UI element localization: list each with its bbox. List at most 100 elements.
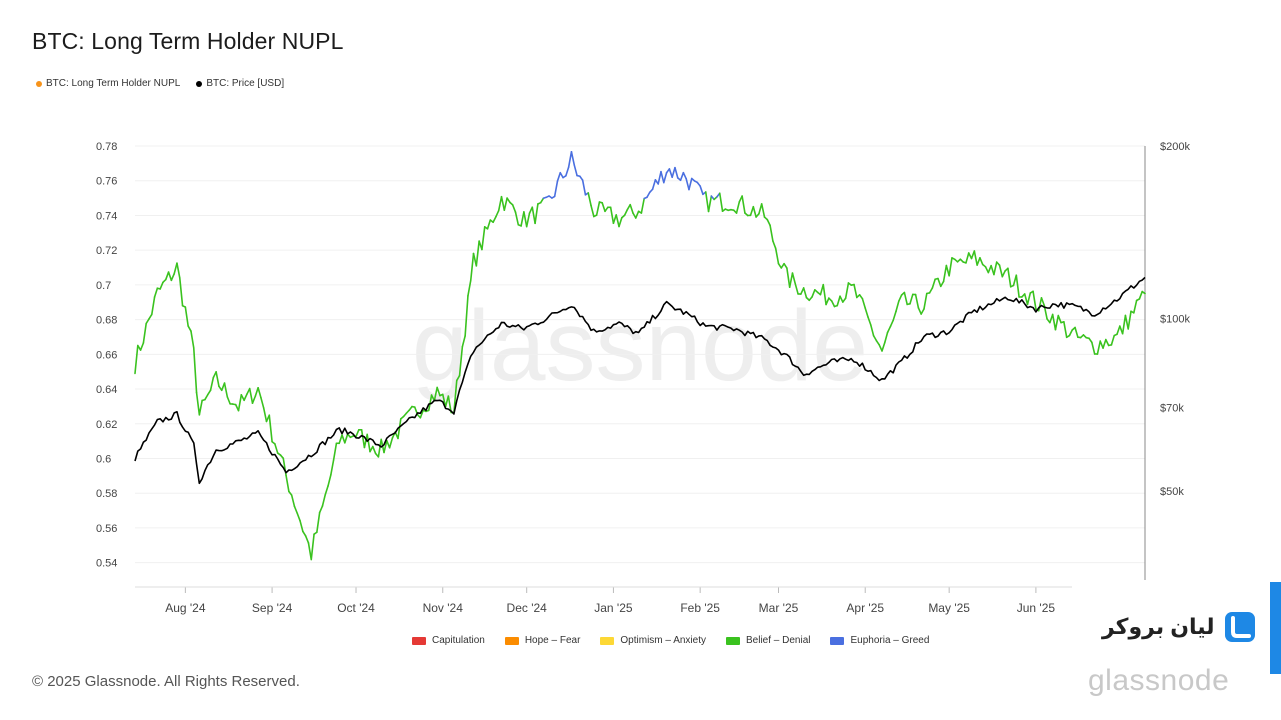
nupl-segment (897, 294, 903, 302)
nupl-segment (520, 211, 525, 227)
nupl-segment (237, 394, 243, 412)
y-left-tick-label: 0.56 (96, 523, 117, 535)
nupl-segment (1001, 270, 1006, 278)
nupl-segment (310, 533, 315, 561)
nupl-segment (436, 386, 441, 397)
nupl-segment (718, 192, 724, 212)
y-left-tick-label: 0.78 (96, 141, 117, 153)
nupl-segment (344, 433, 349, 444)
nupl-segment (640, 197, 645, 214)
nupl-segment (766, 218, 771, 227)
nupl-segment (531, 206, 536, 225)
nupl-segment (184, 306, 189, 327)
legend-item-nupl[interactable]: BTC: Long Term Holder NUPL (36, 78, 180, 89)
nupl-segment (1127, 310, 1132, 330)
nupl-segment (590, 204, 595, 218)
euphoria-greed-swatch (830, 636, 845, 645)
nupl-segment (1074, 326, 1079, 339)
legend-item-price[interactable]: BTC: Price [USD] (196, 78, 284, 89)
optimism-anxiety-swatch (600, 636, 615, 645)
brand-logo-icon (1224, 612, 1255, 642)
nupl-segment (657, 170, 662, 185)
nupl-segment (178, 277, 184, 307)
y-right-tick-label: $50k (1160, 486, 1184, 498)
nupl-segment (153, 287, 159, 298)
nupl-segment (341, 434, 346, 444)
nupl-segment (884, 331, 889, 344)
nupl-segment (668, 168, 673, 179)
nupl-segment (682, 171, 687, 180)
nupl-segment (553, 180, 559, 198)
nupl-segment (889, 319, 894, 328)
legend-label-nupl: BTC: Long Term Holder NUPL (46, 78, 181, 89)
nupl-segment (758, 203, 763, 215)
nupl-segment (145, 318, 150, 325)
nupl-segment (786, 267, 791, 289)
zone-euphoria-greed[interactable]: Euphoria – Greed (830, 635, 929, 646)
nupl-segment (1054, 314, 1060, 331)
nupl-segment (419, 409, 424, 419)
nupl-segment (377, 438, 383, 458)
nupl-segment (360, 428, 366, 449)
y-left-tick-label: 0.6 (96, 453, 111, 465)
nupl-segment (559, 171, 564, 179)
hope-fear-swatch (504, 636, 519, 645)
nupl-segment (355, 428, 360, 438)
nupl-segment (469, 252, 475, 282)
nupl-segment (1124, 314, 1130, 330)
nupl-segment (511, 204, 517, 214)
nupl-segment (1088, 337, 1093, 344)
x-tick-label: May '25 (928, 601, 970, 615)
nupl-segment (134, 344, 139, 375)
nupl-segment (948, 257, 953, 277)
nupl-segment (204, 393, 209, 401)
nupl-segment (741, 195, 746, 214)
zone-capitulation[interactable]: Capitulation (412, 635, 485, 646)
nupl-segment (1110, 334, 1116, 346)
nupl-segment (1138, 290, 1144, 300)
nupl-segment (525, 212, 531, 228)
nupl-segment (976, 257, 981, 266)
nupl-segment (1102, 338, 1107, 349)
y-left-tick-label: 0.58 (96, 488, 117, 500)
nupl-segment (254, 386, 259, 398)
nupl-segment (749, 205, 755, 217)
nupl-segment (1051, 313, 1057, 331)
nupl-segment (503, 197, 508, 212)
nupl-segment (993, 261, 998, 276)
y-left-tick-label: 0.72 (96, 245, 117, 257)
nupl-segment (293, 505, 299, 515)
nupl-segment (699, 185, 704, 196)
nupl-segment (192, 347, 198, 394)
nupl-segment (461, 335, 466, 348)
nupl-segment (372, 445, 377, 455)
nupl-segment (464, 295, 469, 337)
nupl-segment (467, 279, 472, 297)
price-series (134, 276, 1146, 485)
zone-label: Capitulation (432, 635, 485, 646)
zone-hope-fear[interactable]: Hope – Fear (504, 635, 580, 646)
nupl-segment (1105, 338, 1110, 347)
nupl-segment (923, 292, 928, 310)
x-tick-label: Feb '25 (680, 601, 720, 615)
nupl-segment (427, 394, 433, 412)
nupl-segment (195, 391, 201, 416)
nupl-segment (1096, 340, 1102, 355)
zone-belief-denial[interactable]: Belief – Denial (726, 635, 810, 646)
x-tick-label: Aug '24 (165, 601, 206, 615)
nupl-segment (595, 201, 601, 216)
nupl-segment (928, 287, 934, 294)
nupl-segment (495, 209, 500, 218)
x-tick-label: Jan '25 (594, 601, 633, 615)
nupl-segment (475, 240, 480, 267)
nupl-segment (629, 203, 634, 214)
nupl-segment (872, 334, 878, 342)
brand-accent-bar (1270, 582, 1281, 674)
nupl-segment (209, 376, 215, 392)
nupl-segment (1099, 340, 1104, 349)
x-tick-label: Sep '24 (252, 601, 293, 615)
zone-optimism-anxiety[interactable]: Optimism – Anxiety (600, 635, 706, 646)
nupl-segment (332, 442, 338, 461)
x-tick-label: Dec '24 (507, 601, 548, 615)
